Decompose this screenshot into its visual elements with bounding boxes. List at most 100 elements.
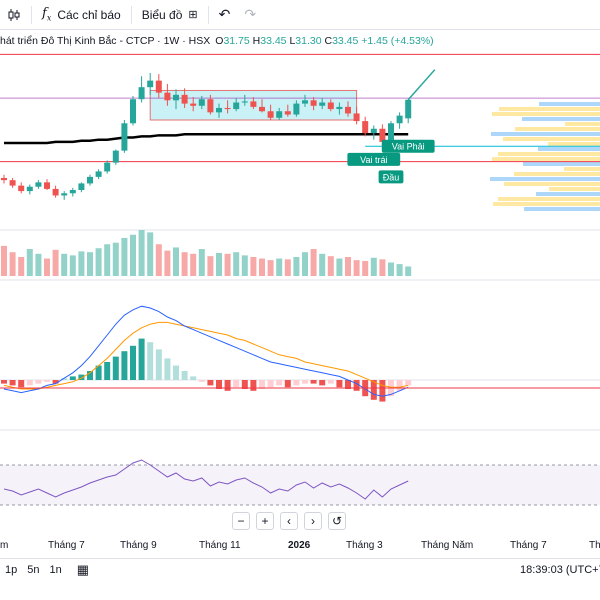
candle-body: [173, 94, 179, 101]
indicators-button[interactable]: fx Các chỉ báo: [35, 0, 128, 30]
volume-bar: [69, 255, 76, 276]
bottom-bar: 1p 5n 1n ▦ 18:39:03 (UTC+7: [0, 558, 600, 580]
candle: [164, 83, 171, 106]
undo-button[interactable]: ↶: [212, 0, 238, 30]
candle: [78, 182, 85, 193]
volume-bar: [61, 253, 68, 276]
candle: [233, 98, 240, 112]
time-label: Tháng 11: [199, 540, 241, 551]
candle-body: [164, 92, 171, 101]
candle-body: [147, 80, 154, 88]
volume-profile-bar: [549, 187, 600, 191]
candle: [224, 100, 231, 114]
macd-histogram-bar: [284, 380, 291, 388]
zoom-out-button[interactable]: −: [232, 512, 250, 530]
volume-profile-bar: [493, 202, 600, 206]
volume-bar: [164, 250, 171, 276]
macd-histogram-bar: [379, 380, 386, 402]
candle-body: [310, 100, 317, 106]
candle-body: [138, 87, 145, 100]
range-1n-button[interactable]: 1n: [49, 563, 62, 576]
chart-canvas[interactable]: Vai trái Vai Phải Đầu: [0, 30, 600, 540]
macd-histogram-bar: [130, 345, 136, 380]
volume-profile-bar: [504, 182, 600, 186]
macd-histogram-bar: [327, 380, 334, 384]
open-value: 31.75: [223, 35, 250, 47]
macd-histogram-bar: [18, 380, 25, 388]
projection-line: [407, 69, 436, 101]
candle-body: [379, 128, 386, 142]
range-1p-button[interactable]: 1p: [5, 563, 18, 576]
candle: [310, 97, 317, 111]
volume-profile-bar: [498, 152, 600, 156]
moving-average-line: [4, 132, 409, 145]
candle-body: [104, 162, 111, 172]
volume-bar: [207, 256, 214, 276]
calendar-icon[interactable]: ▦: [76, 561, 90, 577]
candle-body: [224, 107, 231, 110]
chart-type-button[interactable]: Biểu đồ ⊞: [135, 0, 205, 30]
macd-line: [3, 305, 409, 397]
macd-histogram-bar: [173, 365, 179, 380]
volume-profile-bar: [522, 117, 600, 121]
volume-bar: [26, 249, 33, 276]
volume-bar: [18, 256, 25, 276]
volume-profile-bar: [491, 132, 600, 136]
candle-body: [207, 99, 214, 113]
redo-icon: ↷: [244, 6, 257, 22]
macd-histogram-bar: [405, 380, 412, 386]
candle: [95, 169, 102, 180]
candle-body: [198, 99, 205, 106]
volume-profile-bar: [514, 172, 600, 176]
range-5n-button[interactable]: 5n: [27, 563, 40, 576]
volume-bar: [259, 258, 265, 276]
candle: [267, 104, 274, 120]
macd-histogram-bar: [207, 380, 214, 386]
candle: [259, 99, 265, 113]
candle-body: [241, 101, 248, 103]
candle: [52, 185, 59, 198]
macd-histogram-bar: [164, 358, 171, 380]
macd-histogram-bar: [26, 380, 33, 386]
scroll-left-button[interactable]: ‹: [280, 512, 298, 530]
candle-body: [52, 188, 59, 196]
macd-histogram-bar: [155, 349, 162, 380]
macd-histogram-bar: [233, 380, 240, 388]
candle: [345, 101, 351, 117]
candle-body: [284, 111, 291, 115]
volume-bar: [233, 252, 240, 276]
macd-histogram-bar: [9, 380, 16, 386]
volume-bar: [250, 256, 257, 276]
candle-body: [405, 99, 412, 119]
macd-histogram-bar: [181, 371, 188, 380]
right-shoulder-label: Vai Phải: [381, 139, 435, 153]
candle-body: [276, 111, 283, 118]
macd-histogram-bar: [1, 380, 7, 384]
candle: [87, 174, 93, 186]
macd-histogram-bar: [112, 356, 119, 380]
macd-histogram-bar: [224, 380, 231, 391]
candle-body: [61, 193, 68, 196]
macd-histogram-bar: [345, 380, 351, 389]
reset-chart-button[interactable]: ↺: [328, 512, 346, 530]
volume-bar: [362, 260, 369, 276]
macd-histogram-bar: [95, 365, 102, 380]
macd-histogram-bar: [370, 380, 377, 400]
macd-histogram-bar: [259, 380, 265, 389]
volume-bar: [121, 237, 128, 276]
candle: [121, 120, 128, 153]
time-label: m: [0, 540, 9, 551]
clock-readout: 18:39:03 (UTC+7: [520, 563, 600, 576]
candle-body: [130, 99, 136, 124]
candle-body: [216, 107, 222, 113]
candle: [61, 191, 68, 200]
candles-icon[interactable]: [0, 0, 28, 30]
scroll-right-button[interactable]: ›: [304, 512, 322, 530]
volume-bar: [35, 253, 42, 276]
candle: [181, 88, 188, 108]
zoom-in-button[interactable]: +: [256, 512, 274, 530]
candle: [155, 74, 162, 99]
volume-bar: [224, 253, 231, 276]
redo-button[interactable]: ↷: [237, 0, 263, 30]
volume-bar: [353, 260, 360, 276]
